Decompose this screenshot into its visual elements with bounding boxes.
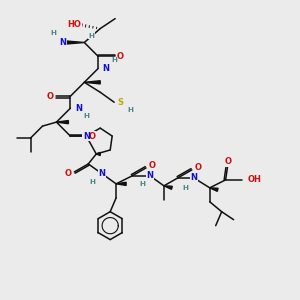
Polygon shape: [164, 186, 172, 189]
Text: N: N: [59, 38, 66, 47]
Text: H: H: [88, 32, 94, 38]
Polygon shape: [65, 41, 84, 44]
Text: N: N: [75, 104, 82, 113]
Text: O: O: [47, 92, 54, 101]
Text: N: N: [103, 64, 110, 73]
Text: H: H: [111, 57, 117, 63]
Text: OH: OH: [248, 176, 262, 184]
Text: O: O: [65, 169, 72, 178]
Text: H: H: [83, 113, 89, 119]
Polygon shape: [116, 182, 126, 185]
Text: O: O: [224, 158, 231, 166]
Text: O: O: [148, 161, 155, 170]
Text: H: H: [183, 185, 189, 191]
Polygon shape: [96, 152, 100, 156]
Text: H: H: [89, 179, 95, 185]
Text: H: H: [139, 181, 145, 187]
Polygon shape: [56, 121, 68, 124]
Text: O: O: [89, 132, 96, 141]
Text: H: H: [127, 107, 133, 113]
Text: N: N: [146, 171, 154, 180]
Polygon shape: [210, 188, 218, 191]
Text: H: H: [50, 29, 56, 35]
Text: O: O: [194, 164, 201, 172]
Text: HO: HO: [68, 20, 81, 29]
Text: O: O: [117, 52, 124, 61]
Polygon shape: [84, 81, 100, 84]
Text: N: N: [83, 132, 90, 141]
Text: S: S: [117, 98, 123, 107]
Text: N: N: [190, 173, 197, 182]
Text: N: N: [99, 169, 106, 178]
